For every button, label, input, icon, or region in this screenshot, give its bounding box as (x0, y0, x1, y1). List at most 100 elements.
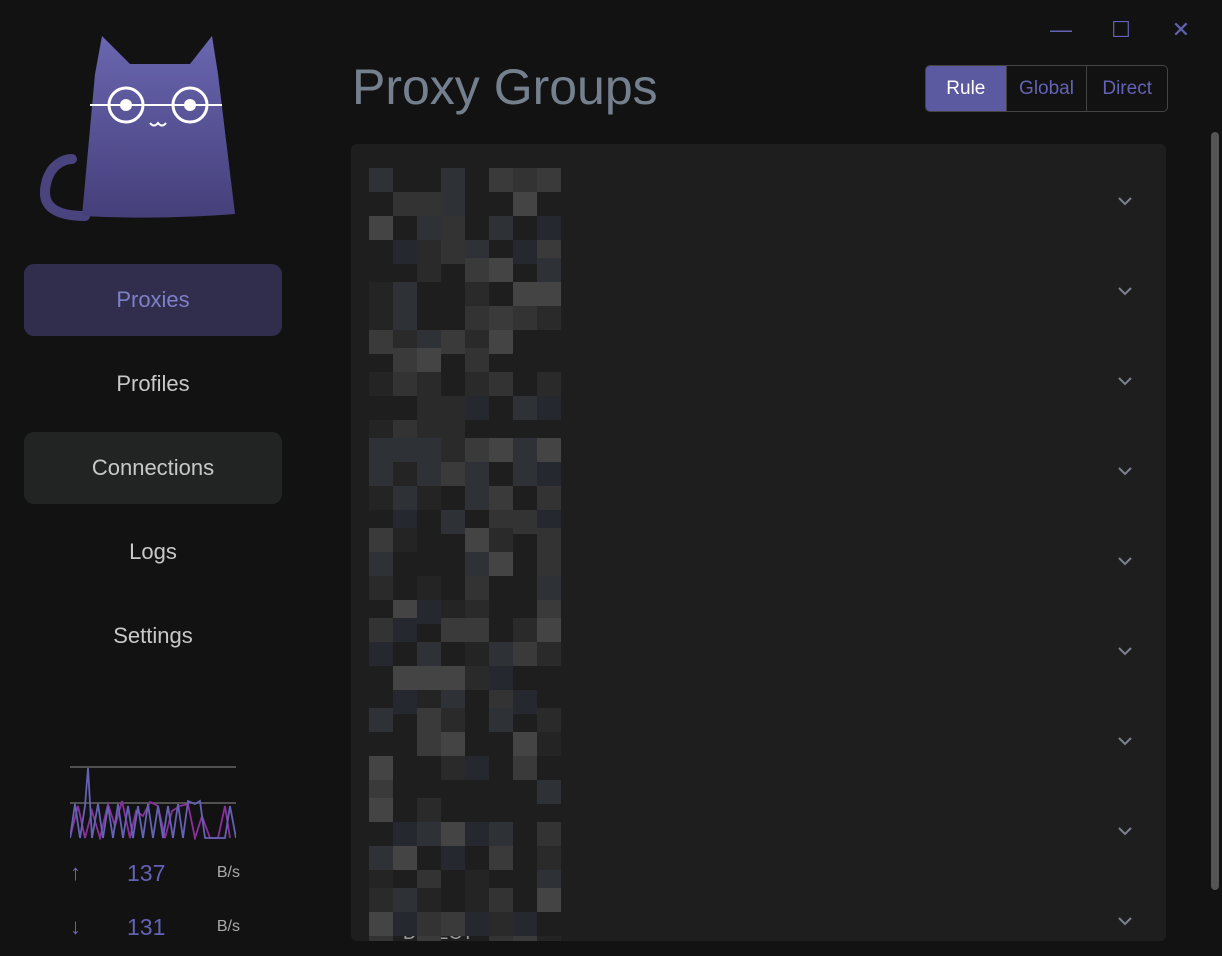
redacted-pixel (537, 396, 561, 420)
mode-direct-button[interactable]: Direct (1086, 66, 1167, 111)
redacted-pixel (489, 528, 513, 552)
page-title: Proxy Groups (352, 59, 658, 115)
chevron-down-icon[interactable] (1116, 282, 1134, 300)
scrollbar[interactable] (1211, 132, 1219, 890)
chevron-down-icon[interactable] (1116, 462, 1134, 480)
redacted-pixel (441, 330, 465, 354)
maximize-icon[interactable]: ☐ (1111, 17, 1131, 42)
mode-rule-button[interactable]: Rule (926, 66, 1006, 111)
redacted-pixel (537, 708, 561, 732)
redacted-pixel (537, 486, 561, 510)
mode-switch: Rule Global Direct (925, 65, 1168, 112)
redacted-pixel (513, 618, 537, 642)
redacted-pixel (537, 618, 561, 642)
proxy-group-row[interactable] (351, 606, 1166, 714)
close-icon[interactable]: ✕ (1171, 17, 1191, 42)
chevron-down-icon[interactable] (1116, 822, 1134, 840)
redacted-pixel (393, 888, 417, 912)
redacted-pixel (393, 666, 417, 690)
redacted-pixel (537, 642, 561, 666)
nav-connections[interactable]: Connections (24, 432, 282, 504)
redacted-pixel (513, 168, 537, 192)
chevron-down-icon[interactable] (1116, 552, 1134, 570)
redacted-pixel (441, 216, 465, 240)
app-logo-cat (40, 36, 235, 221)
chevron-down-icon[interactable] (1116, 912, 1134, 930)
redacted-pixel (489, 372, 513, 396)
redacted-pixel (513, 510, 537, 534)
redacted-pixel (465, 912, 489, 936)
proxy-group-row[interactable] (351, 246, 1166, 354)
redacted-pixel (513, 936, 537, 941)
redacted-pixel (513, 642, 537, 666)
redacted-pixel (537, 258, 561, 282)
redacted-pixel (417, 642, 441, 666)
proxy-group-row[interactable] (351, 336, 1166, 444)
redacted-pixel (537, 528, 561, 552)
redacted-pixel (465, 462, 489, 486)
redacted-pixel (417, 936, 441, 941)
redacted-pixel (465, 258, 489, 282)
redacted-pixel (417, 486, 441, 510)
redacted-pixel (489, 642, 513, 666)
nav-logs[interactable]: Logs (129, 539, 177, 564)
nav-profiles[interactable]: Profiles (116, 371, 190, 396)
upload-speed: ↑ 137 B/s (70, 858, 240, 888)
chevron-down-icon[interactable] (1116, 372, 1134, 390)
redacted-pixel (393, 438, 417, 462)
proxy-groups-list: ➤ DIRECT (351, 144, 1166, 941)
redacted-pixel (465, 306, 489, 330)
redacted-pixel (441, 510, 465, 534)
redacted-pixel (417, 216, 441, 240)
redacted-pixel (441, 666, 465, 690)
redacted-pixel (417, 258, 441, 282)
redacted-pixel (369, 462, 393, 486)
proxy-group-row[interactable] (351, 876, 1166, 941)
redacted-pixel (441, 168, 465, 192)
redacted-pixel (513, 690, 537, 714)
redacted-pixel (537, 552, 561, 576)
redacted-pixel (489, 216, 513, 240)
redacted-pixel (369, 330, 393, 354)
redacted-pixel (417, 600, 441, 624)
redacted-pixel (369, 936, 393, 941)
redacted-pixel (417, 798, 441, 822)
redacted-pixel (513, 732, 537, 756)
nav-proxies[interactable]: Proxies (24, 264, 282, 336)
redacted-pixel (465, 348, 489, 372)
nav-settings[interactable]: Settings (113, 623, 193, 648)
proxy-group-row[interactable] (351, 156, 1166, 264)
chevron-down-icon[interactable] (1116, 732, 1134, 750)
redacted-pixel (537, 732, 561, 756)
redacted-pixel (465, 372, 489, 396)
redacted-pixel (369, 528, 393, 552)
redacted-pixel (417, 462, 441, 486)
redacted-pixel (465, 438, 489, 462)
redacted-pixel (489, 708, 513, 732)
redacted-pixel (465, 552, 489, 576)
proxy-group-row[interactable] (351, 426, 1166, 534)
redacted-pixel (537, 306, 561, 330)
proxy-group-row[interactable] (351, 786, 1166, 894)
redacted-pixel (417, 576, 441, 600)
arrow-up-icon: ↑ (70, 860, 81, 885)
proxy-group-row[interactable] (351, 516, 1166, 624)
redacted-pixel (369, 642, 393, 666)
redacted-pixel (417, 666, 441, 690)
redacted-pixel (537, 372, 561, 396)
redacted-pixel (441, 396, 465, 420)
redacted-pixel (369, 912, 393, 936)
redacted-pixel (537, 822, 561, 846)
redacted-pixel (417, 438, 441, 462)
redacted-pixel (537, 576, 561, 600)
proxy-group-row[interactable] (351, 696, 1166, 804)
redacted-pixel (417, 732, 441, 756)
minimize-icon[interactable]: — (1050, 17, 1072, 42)
mode-global-button[interactable]: Global (1005, 66, 1087, 111)
chevron-down-icon[interactable] (1116, 192, 1134, 210)
redacted-pixel (513, 306, 537, 330)
download-speed: ↓ 131 B/s (70, 912, 240, 942)
redacted-pixel (369, 552, 393, 576)
chevron-down-icon[interactable] (1116, 642, 1134, 660)
redacted-pixel (441, 438, 465, 462)
